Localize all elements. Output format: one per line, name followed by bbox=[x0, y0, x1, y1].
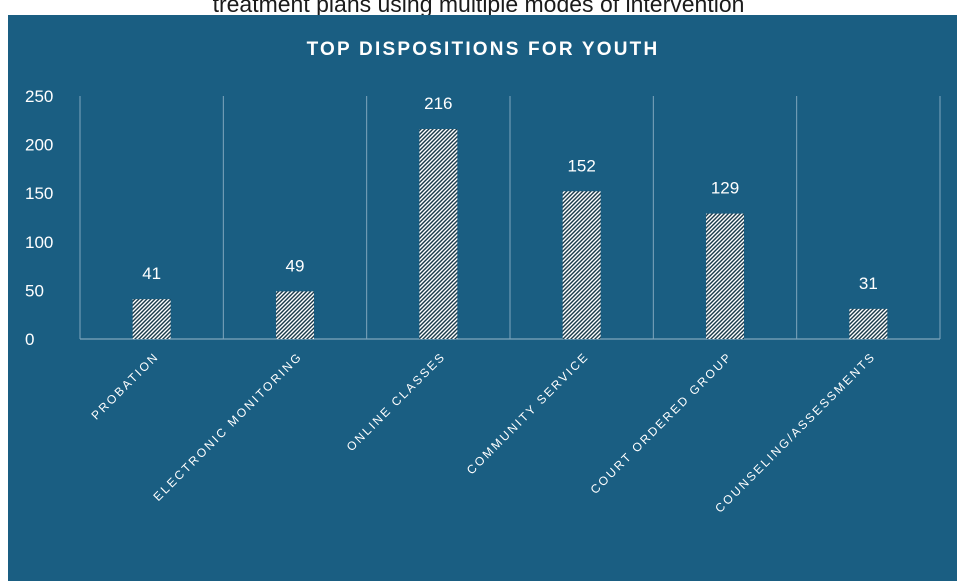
y-tick-label: 250 bbox=[25, 87, 53, 106]
bar bbox=[419, 129, 458, 339]
y-tick-label: 150 bbox=[25, 184, 53, 203]
category-label: ELECTRONIC MONITORING bbox=[151, 349, 306, 504]
bar bbox=[849, 308, 888, 339]
category-label: COMMUNITY SERVICE bbox=[464, 349, 592, 477]
bar bbox=[276, 291, 314, 339]
y-tick-label: 0 bbox=[25, 330, 34, 349]
page-caption: treatment plans using multiple modes of … bbox=[212, 0, 745, 17]
category-label: COUNSELING/ASSESSMENTS bbox=[712, 349, 878, 515]
bar bbox=[132, 299, 171, 339]
y-tick-label: 50 bbox=[25, 281, 44, 300]
category-label: COURT ORDERED GROUP bbox=[588, 349, 736, 497]
category-label: PROBATION bbox=[89, 349, 162, 422]
data-label: 31 bbox=[859, 274, 878, 293]
data-label: 216 bbox=[424, 94, 452, 113]
chart-panel bbox=[8, 15, 957, 581]
data-label: 49 bbox=[286, 256, 305, 275]
y-tick-label: 100 bbox=[25, 233, 53, 252]
y-tick-label: 200 bbox=[25, 136, 53, 155]
data-label: 41 bbox=[142, 264, 161, 283]
chart-title: TOP DISPOSITIONS FOR YOUTH bbox=[307, 39, 660, 60]
category-label: ONLINE CLASSES bbox=[344, 349, 449, 454]
data-label: 152 bbox=[567, 156, 595, 175]
bar bbox=[706, 213, 744, 339]
data-label: 129 bbox=[711, 179, 739, 198]
bar bbox=[562, 191, 601, 339]
